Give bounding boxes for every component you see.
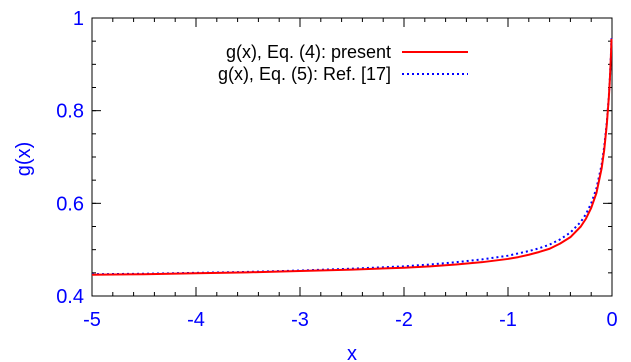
y-axis-title: g(x) <box>13 142 35 176</box>
y-tick-label: 0.6 <box>56 193 84 215</box>
y-tick-label: 0.8 <box>56 101 84 123</box>
x-tick-label: -1 <box>499 309 517 331</box>
x-tick-label: 0 <box>606 309 617 331</box>
x-tick-label: -3 <box>291 309 309 331</box>
tick-labels: -5 -4 -3 -2 -1 0 0.4 0.6 0.8 1 <box>56 8 617 331</box>
x-tick-label: -5 <box>83 309 101 331</box>
legend-label-ref17: g(x), Eq. (5): Ref. [17] <box>218 64 391 84</box>
legend: g(x), Eq. (4): present g(x), Eq. (5): Re… <box>218 42 468 84</box>
x-tick-label: -2 <box>395 309 413 331</box>
series-line-present <box>91 38 613 276</box>
legend-label-present: g(x), Eq. (4): present <box>226 42 391 62</box>
x-axis-title: x <box>347 343 357 362</box>
axis-ticks <box>91 17 613 297</box>
x-tick-label: -4 <box>187 309 205 331</box>
y-tick-label: 0.4 <box>56 286 84 308</box>
y-tick-label: 1 <box>73 8 84 30</box>
series-layer <box>91 37 613 276</box>
